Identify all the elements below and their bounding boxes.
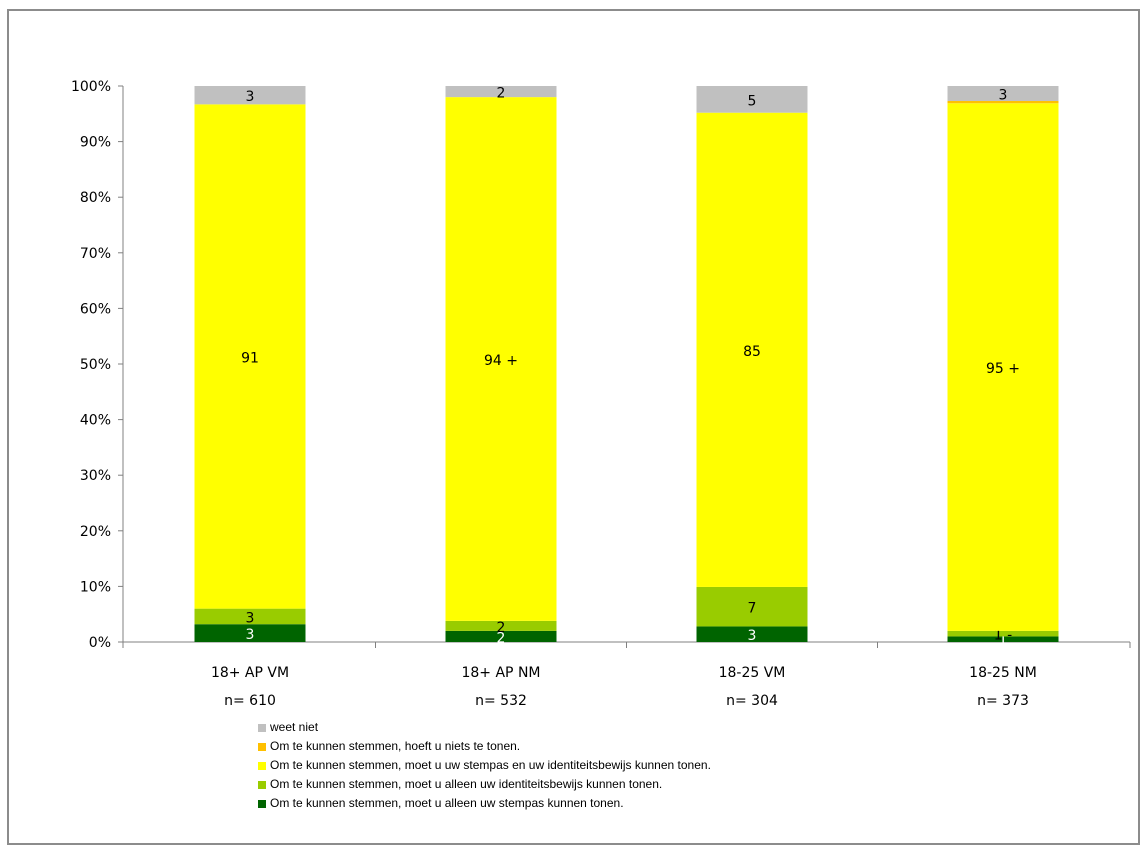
legend-swatch <box>258 799 266 808</box>
data-label: 95 + <box>986 361 1020 377</box>
data-label: 2 <box>497 630 506 646</box>
bar-segment <box>194 608 306 625</box>
bar-segment <box>947 101 1059 104</box>
x-category-n: n= 610 <box>224 693 276 709</box>
y-tick-label: 90% <box>80 135 111 151</box>
legend-swatch <box>258 761 266 770</box>
legend-item: Om te kunnen stemmen, moet u alleen uw s… <box>258 794 1018 813</box>
bar-segment <box>696 626 808 642</box>
x-category-label: 18+ AP VM <box>211 665 289 681</box>
x-category-label: 18+ AP NM <box>461 665 540 681</box>
bar-segment <box>696 586 808 627</box>
bar-segment <box>445 630 557 642</box>
legend-label: Om te kunnen stemmen, moet u alleen uw i… <box>270 777 663 791</box>
x-category-n: n= 532 <box>475 693 527 709</box>
bar-segment <box>947 630 1059 637</box>
y-tick-label: 20% <box>80 524 111 540</box>
bar-segment <box>194 104 306 609</box>
data-label: 1 <box>999 633 1008 649</box>
legend-item: Om te kunnen stemmen, moet u uw stempas … <box>258 756 1018 775</box>
data-label: 91 <box>241 350 259 366</box>
legend-label: Om te kunnen stemmen, moet u uw stempas … <box>270 758 711 772</box>
y-tick-label: 80% <box>80 190 111 206</box>
y-tick-label: 50% <box>80 357 111 373</box>
bar-segment <box>696 86 808 113</box>
bar-segment <box>947 86 1059 102</box>
x-category-label: 18-25 VM <box>719 665 786 681</box>
bar-segment <box>445 97 557 621</box>
y-tick-label: 40% <box>80 413 111 429</box>
y-tick-label: 0% <box>89 635 111 651</box>
y-tick-label: 10% <box>80 579 111 595</box>
data-label: 2 <box>497 620 506 636</box>
bar-segment <box>947 636 1059 642</box>
data-label: 2 <box>497 86 506 102</box>
chart-legend: weet niet Om te kunnen stemmen, hoeft u n… <box>258 718 1018 813</box>
data-label: 3 <box>246 627 255 643</box>
x-category-label: 18-25 NM <box>969 665 1037 681</box>
legend-item: Om te kunnen stemmen, hoeft u niets te t… <box>258 737 1018 756</box>
legend-label: weet niet <box>270 720 319 734</box>
bar-segment <box>194 86 306 105</box>
y-tick-label: 70% <box>80 246 111 262</box>
data-label: 85 <box>743 344 761 360</box>
data-label: 7 <box>748 601 757 617</box>
x-category-n: n= 373 <box>977 693 1029 709</box>
legend-item: weet niet <box>258 718 1018 737</box>
data-label: 94 + <box>484 353 518 369</box>
data-label: 1 - <box>994 628 1012 644</box>
legend-label: Om te kunnen stemmen, hoeft u niets te t… <box>270 739 521 753</box>
y-tick-label: 60% <box>80 301 111 317</box>
bar-segment <box>194 624 306 642</box>
legend-swatch <box>258 742 266 751</box>
legend-swatch <box>258 780 266 789</box>
data-label: 3 <box>246 610 255 626</box>
data-label: 3 <box>246 89 255 105</box>
bar-segment <box>445 620 557 631</box>
data-label: 3 <box>748 628 757 644</box>
legend-item: Om te kunnen stemmen, moet u alleen uw i… <box>258 775 1018 794</box>
legend-swatch <box>258 723 266 732</box>
y-tick-label: 100% <box>71 79 111 95</box>
bar-segment <box>445 86 557 98</box>
bar-segment <box>947 103 1059 631</box>
data-label: 3 <box>999 88 1008 104</box>
data-label: 5 <box>748 93 757 109</box>
x-category-n: n= 304 <box>726 693 778 709</box>
bar-segment <box>696 112 808 587</box>
legend-label: Om te kunnen stemmen, moet u alleen uw s… <box>270 796 624 810</box>
y-tick-label: 30% <box>80 468 111 484</box>
